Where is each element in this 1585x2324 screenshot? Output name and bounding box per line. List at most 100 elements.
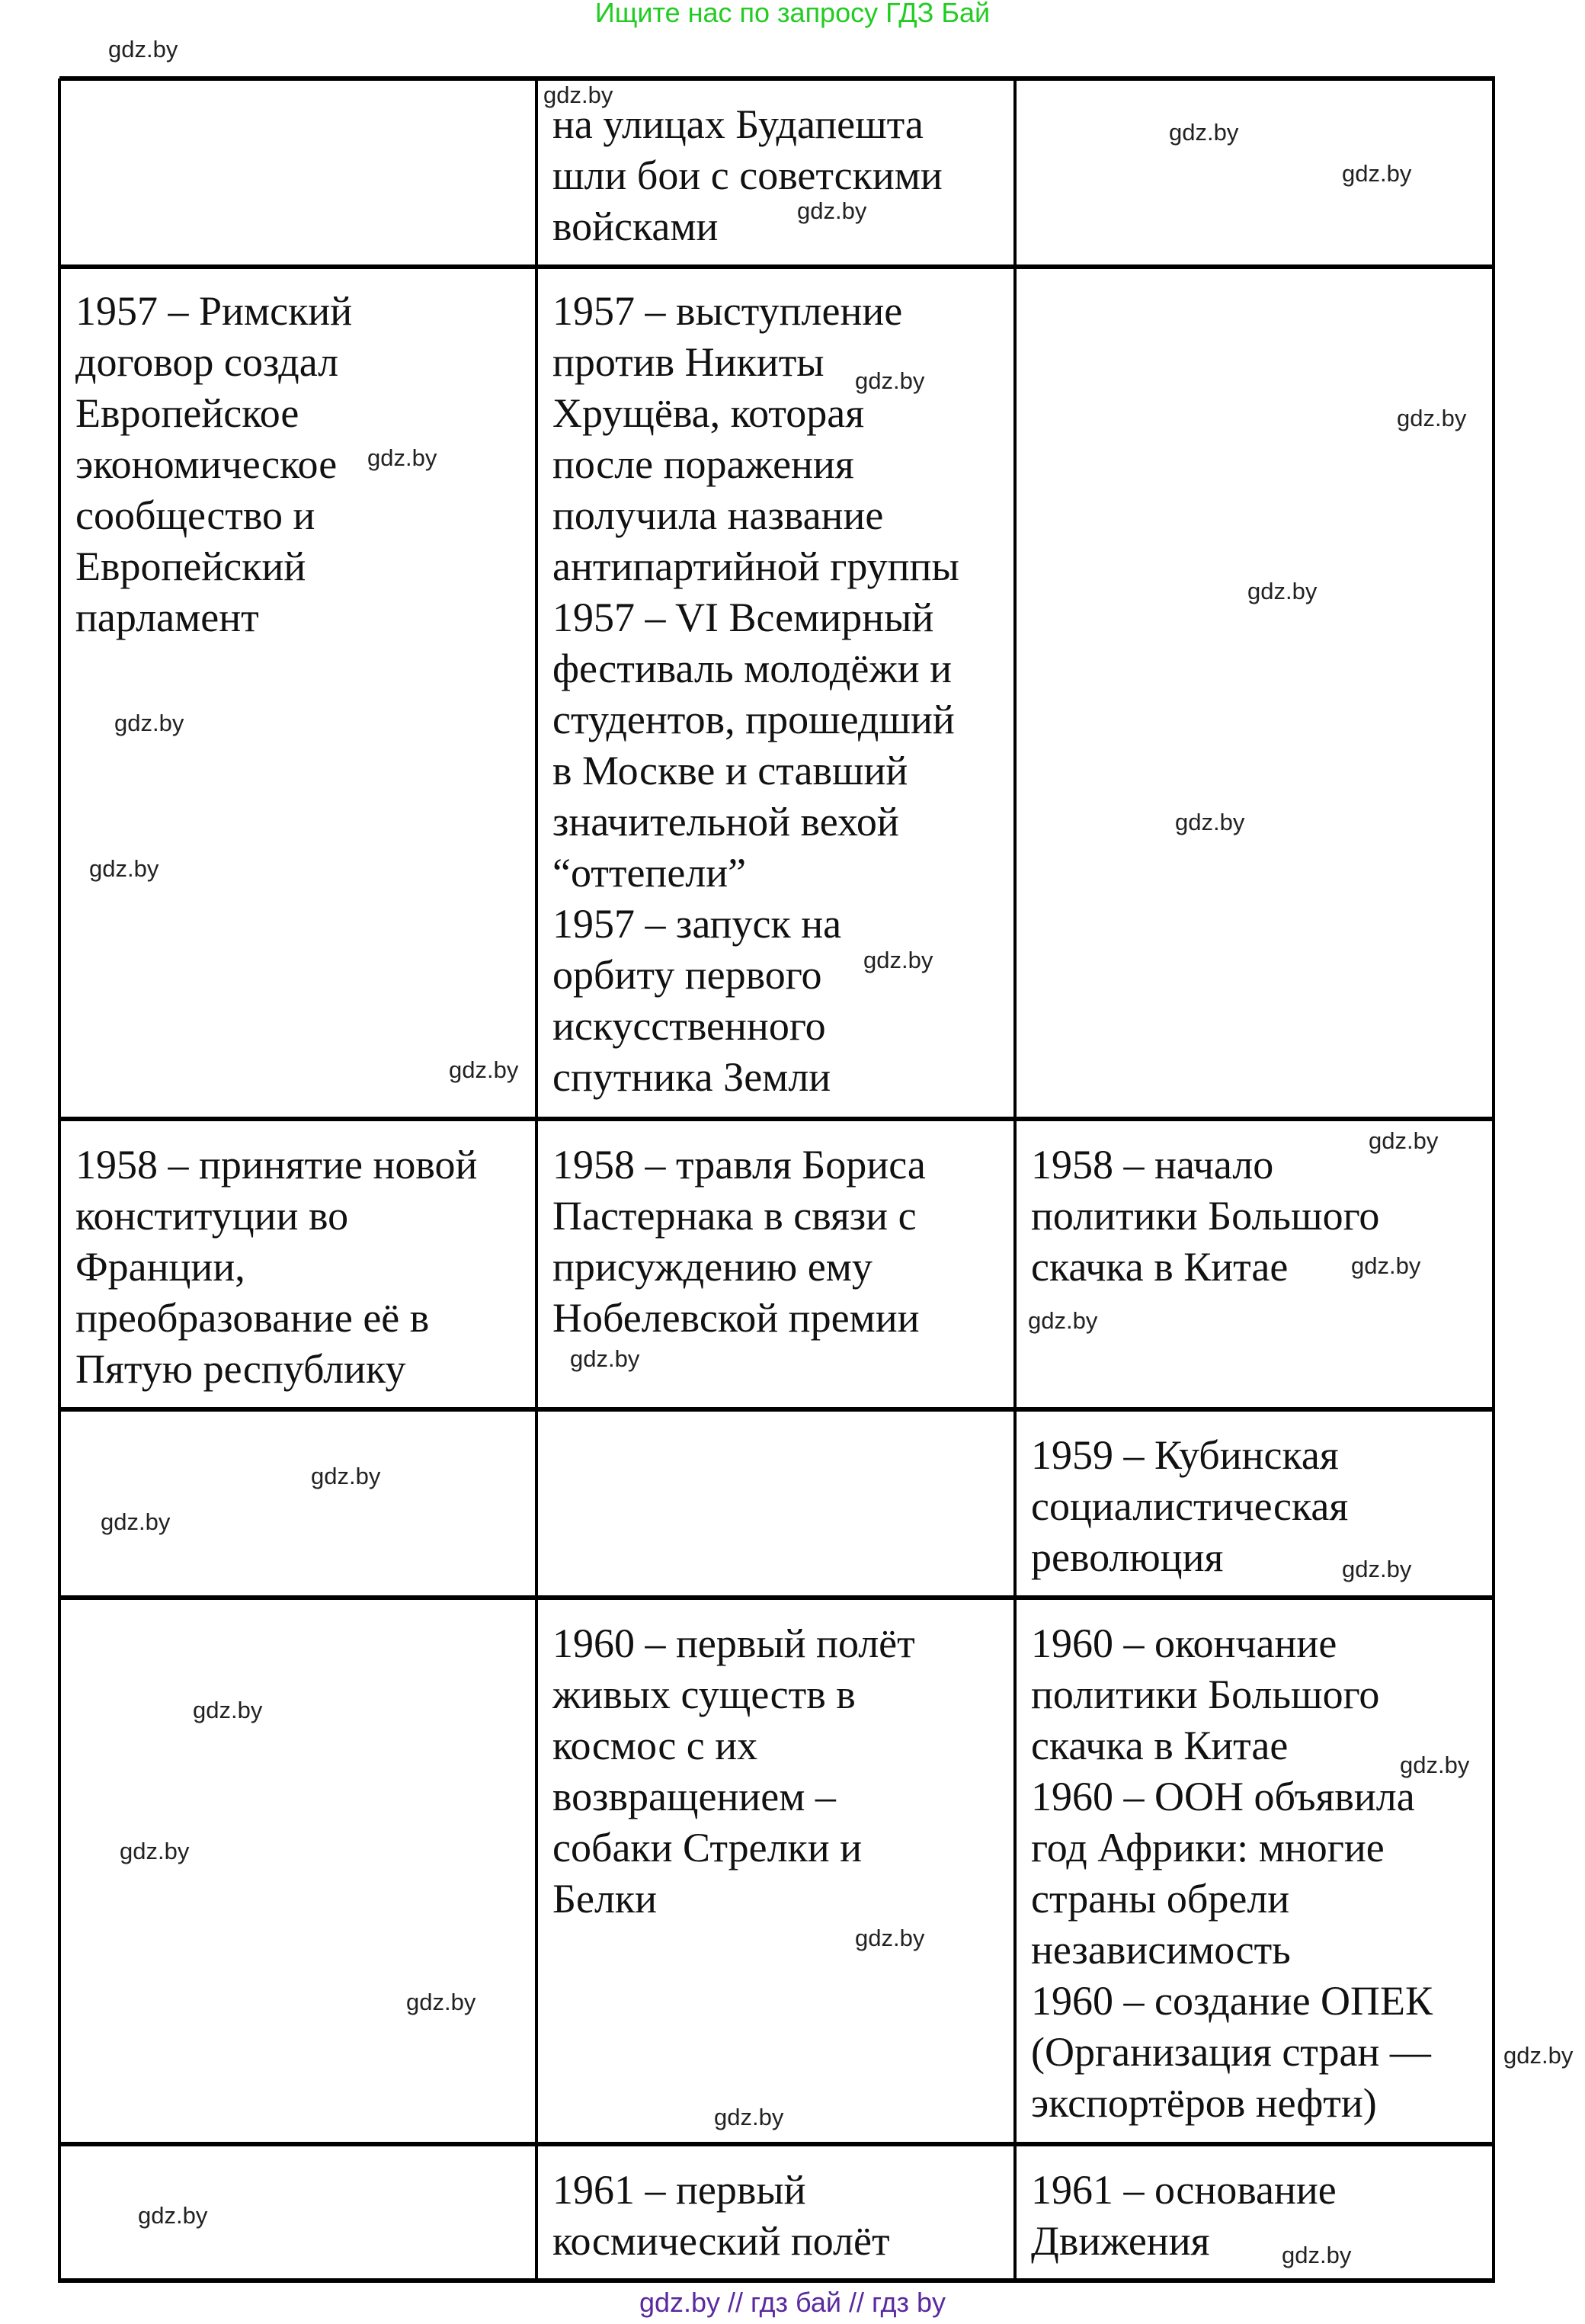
cell-line: космос с их	[552, 1723, 758, 1768]
cell-line: против Никиты	[552, 339, 825, 385]
cell-line: 1959 – Кубинская	[1031, 1432, 1339, 1478]
watermark: gdz.by	[855, 367, 925, 394]
watermark: gdz.by	[1397, 405, 1467, 431]
table-row-border	[59, 264, 1495, 269]
watermark: gdz.by	[1351, 1252, 1421, 1279]
cell-line: шли бои с советскими	[552, 152, 943, 198]
cell-line: Франции,	[75, 1244, 245, 1290]
cell-line: 1958 – принятие новой	[75, 1142, 478, 1188]
cell-line: студентов, прошедший	[552, 697, 955, 742]
watermark: gdz.by	[1169, 119, 1239, 146]
watermark: gdz.by	[1282, 2242, 1352, 2268]
watermark: gdz.by	[138, 2202, 208, 2229]
table-row-border	[59, 1595, 1495, 1600]
cell-line: экономическое	[75, 441, 338, 487]
cell-line: 1958 – травля Бориса	[552, 1142, 926, 1188]
cell-line: страны обрели	[1031, 1876, 1290, 1922]
footer-banner[interactable]: gdz.by // гдз бай // гдз by	[639, 2287, 946, 2318]
cell-line: присуждению ему	[552, 1244, 873, 1290]
cell-line: договор создал	[75, 339, 339, 385]
cell-line: год Африки: многие	[1031, 1825, 1385, 1870]
cell-line: экспортёров нефти)	[1031, 2080, 1377, 2126]
watermark: gdz.by	[101, 1508, 171, 1535]
cell-line: социалистическая	[1031, 1483, 1349, 1529]
cell-line: 1957 – выступление	[552, 288, 903, 334]
search-banner[interactable]: Ищите нас по запросу ГДЗ Бай	[594, 0, 991, 28]
watermark: gdz.by	[193, 1697, 263, 1723]
cell-line: на улицах Будапешта	[552, 101, 924, 147]
cell-line: конституции во	[75, 1193, 349, 1239]
cell-line: живых существ в	[552, 1672, 856, 1717]
cell-line: сообщество и	[75, 492, 315, 538]
cell-line: 1961 – первый	[552, 2167, 806, 2213]
cell-line: Пятую республику	[75, 1346, 406, 1392]
cell-line: 1960 – первый полёт	[552, 1620, 915, 1666]
watermark: gdz.by	[797, 197, 867, 224]
table-row-border	[59, 2142, 1495, 2146]
watermark: gdz.by	[1175, 809, 1245, 835]
cell-line: 1960 – ООН объявила	[1031, 1774, 1415, 1819]
table-cell: 1957 – выступление против Никиты Хрущёва, …	[552, 286, 959, 1103]
watermark: gdz.by	[863, 947, 933, 973]
cell-line: 1961 – основание	[1031, 2167, 1337, 2213]
watermark: gdz.by	[89, 855, 159, 882]
cell-line: спутника Земли	[552, 1054, 831, 1100]
watermark: gdz.by	[108, 36, 178, 63]
table-cell: 1959 – Кубинская социалистическая революци…	[1031, 1430, 1348, 1583]
table-cell: 1960 – окончание политики Большого скачка …	[1031, 1618, 1433, 2129]
cell-line: собаки Стрелки и	[552, 1825, 863, 1870]
cell-line: “оттепели”	[552, 850, 747, 896]
cell-line: искусственного	[552, 1003, 826, 1049]
watermark: gdz.by	[406, 1989, 476, 2015]
table-cell: 1960 – первый полёт живых существ в космос…	[552, 1618, 915, 1925]
table-cell: 1958 – принятие новой конституции во Франц…	[75, 1140, 477, 1395]
cell-line: Европейское	[75, 390, 299, 436]
cell-line: 1957 – Римский	[75, 288, 353, 334]
cell-line: получила название	[552, 492, 884, 538]
table-row-border	[59, 1117, 1495, 1121]
cell-line: в Москве и ставший	[552, 748, 908, 793]
cell-line: 1960 – окончание	[1031, 1620, 1337, 1666]
cell-line: орбиту первого	[552, 952, 822, 998]
cell-line: Белки	[552, 1876, 658, 1922]
cell-line: войсками	[552, 204, 719, 249]
table-cell: на улицах Будапешта шли бои с советскими в…	[552, 99, 943, 252]
table-cell: 1958 – травля Бориса Пастернака в связи с…	[552, 1140, 926, 1344]
watermark: gdz.by	[120, 1838, 190, 1864]
watermark: gdz.by	[1400, 1752, 1470, 1778]
watermark: gdz.by	[714, 2104, 784, 2130]
watermark: gdz.by	[1369, 1127, 1439, 1154]
cell-line: Европейский	[75, 543, 306, 589]
table-cell: 1961 – первый космический полёт	[552, 2165, 890, 2267]
table-cell: 1957 – Римский договор создал Европейское э…	[75, 286, 352, 643]
cell-line: (Организация стран —	[1031, 2029, 1431, 2075]
table-column-border	[1492, 79, 1495, 2283]
watermark: gdz.by	[1247, 578, 1318, 604]
cell-line: космический полёт	[552, 2218, 890, 2264]
watermark: gdz.by	[311, 1463, 381, 1489]
watermark: gdz.by	[1503, 2042, 1574, 2069]
cell-line: революция	[1031, 1534, 1224, 1580]
cell-line: парламент	[75, 595, 259, 640]
cell-line: скачка в Китае	[1031, 1723, 1289, 1768]
watermark: gdz.by	[367, 444, 437, 471]
table-column-border	[535, 79, 538, 2283]
watermark: gdz.by	[449, 1056, 519, 1083]
cell-line: значительной вехой	[552, 799, 899, 845]
table-row-border	[59, 76, 1495, 81]
table-cell: 1958 – начало политики Большого скачка в К…	[1031, 1140, 1379, 1293]
cell-line: Нобелевской премии	[552, 1295, 920, 1341]
cell-line: антипартийной группы	[552, 543, 959, 589]
cell-line: фестиваль молодёжи и	[552, 646, 952, 691]
watermark: gdz.by	[570, 1345, 640, 1372]
table-column-border	[1013, 79, 1017, 2283]
cell-line: 1957 – VI Всемирный	[552, 595, 934, 640]
cell-line: политики Большого	[1031, 1193, 1380, 1239]
cell-line: 1958 – начало	[1031, 1142, 1274, 1188]
cell-line: Движения	[1031, 2218, 1210, 2264]
cell-line: политики Большого	[1031, 1672, 1380, 1717]
watermark: gdz.by	[543, 82, 613, 108]
cell-line: Пастернака в связи с	[552, 1193, 917, 1239]
watermark: gdz.by	[855, 1925, 925, 1951]
cell-line: Хрущёва, которая	[552, 390, 865, 436]
